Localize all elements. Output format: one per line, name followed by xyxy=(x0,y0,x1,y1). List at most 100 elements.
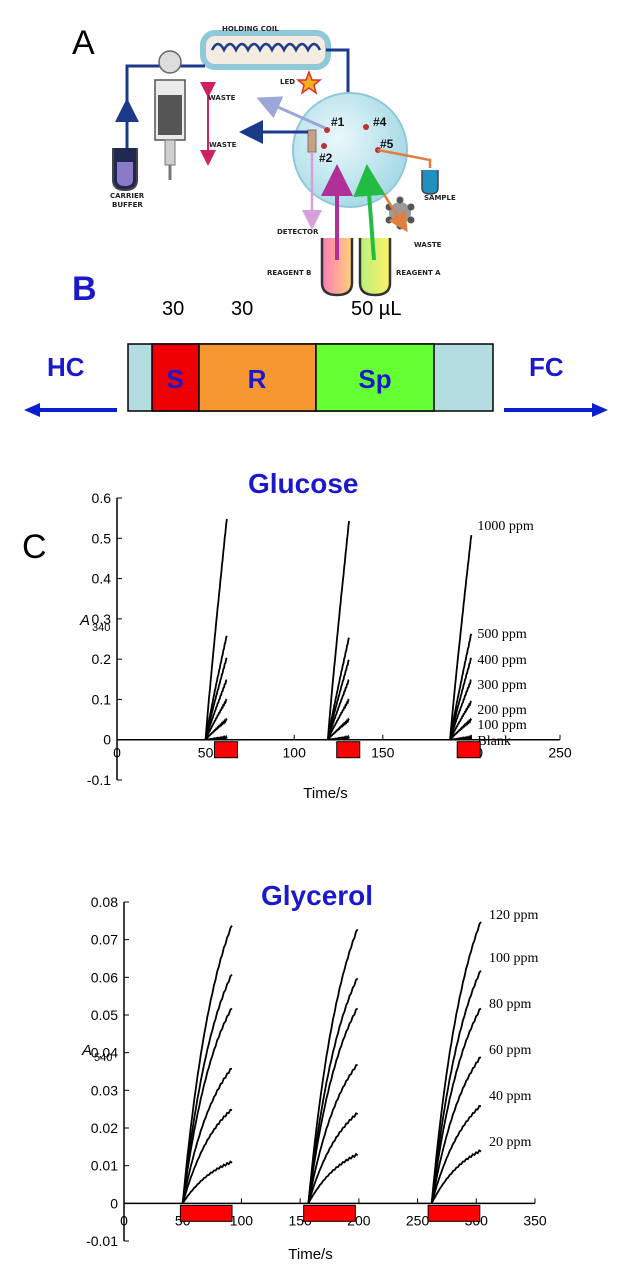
segment-r xyxy=(198,343,317,412)
injection-marker xyxy=(303,1204,356,1222)
injection-marker xyxy=(213,741,238,759)
curve-60-ppm xyxy=(307,1064,358,1204)
y-tick-label: 0 xyxy=(110,1195,118,1211)
x-tick-label: 350 xyxy=(523,1212,547,1228)
curve-500-ppm xyxy=(449,633,473,740)
series-label: 100 ppm xyxy=(489,951,539,966)
y-tick-label: 0.06 xyxy=(91,969,118,985)
x-tick-label: 150 xyxy=(371,745,395,761)
curve-80-ppm xyxy=(307,1007,359,1204)
curve-100-ppm xyxy=(204,717,228,741)
port-1-label: #1 xyxy=(331,115,345,129)
sample-label: SAMPLE xyxy=(424,194,456,202)
y-tick-label: 0.05 xyxy=(91,1007,118,1023)
curve-500-ppm xyxy=(327,637,350,740)
y-axis-label-subscript: 340 xyxy=(92,622,110,634)
holding-coil xyxy=(200,30,331,70)
panel-b-letter: B xyxy=(72,270,97,308)
x-tick-label: 100 xyxy=(283,745,307,761)
reagent-b-label: REAGENT B xyxy=(267,269,312,277)
curve-1000-ppm xyxy=(327,520,350,740)
series-label: 500 ppm xyxy=(477,627,527,642)
series-label: 40 ppm xyxy=(489,1089,532,1104)
y-tick-label: 0.01 xyxy=(91,1158,118,1174)
sample-vessel xyxy=(421,170,439,195)
y-tick-label: 0.6 xyxy=(92,490,112,506)
curve-60-ppm xyxy=(430,1056,482,1204)
curve-1000-ppm xyxy=(449,534,473,740)
curve-300-ppm xyxy=(327,679,350,740)
series-label: 100 ppm xyxy=(477,718,527,733)
injection-marker xyxy=(336,741,361,759)
reagent-a-vessel xyxy=(358,238,392,297)
injection-marker xyxy=(179,1204,233,1222)
curve-100-ppm xyxy=(307,977,359,1204)
y-tick-label: -0.1 xyxy=(87,772,111,788)
curve-20-ppm xyxy=(430,1149,482,1204)
x-tick-label: 250 xyxy=(406,1212,430,1228)
curve-blank xyxy=(327,734,350,741)
y-tick-label: -0.01 xyxy=(86,1233,118,1249)
volume-r: 30 xyxy=(231,298,254,320)
glycerol-chart: -0.0100.010.020.030.040.050.060.070.0805… xyxy=(81,895,547,1263)
curve-40-ppm xyxy=(430,1104,482,1204)
y-axis-label: A xyxy=(81,1042,92,1059)
carrier-label-1: CARRIER xyxy=(110,192,145,200)
curve-100-ppm xyxy=(327,717,350,741)
y-tick-label: 0 xyxy=(103,732,111,748)
y-axis-label-subscript: 540 xyxy=(94,1052,112,1064)
zone-diagram: S R Sp xyxy=(24,343,608,417)
series-label: 120 ppm xyxy=(489,908,539,923)
syringe-pump xyxy=(154,50,216,180)
glucose-chart: -0.100.10.20.30.40.50.6050100150200250Ti… xyxy=(79,490,572,802)
series-label: 200 ppm xyxy=(477,703,527,718)
y-tick-label: 0.3 xyxy=(92,611,112,627)
port-4-label: #4 xyxy=(373,115,387,129)
holding-coil-label: HOLDING COIL xyxy=(222,25,279,33)
series-label: 1000 ppm xyxy=(477,519,534,534)
led-star-icon xyxy=(295,69,323,95)
series-label: 300 ppm xyxy=(477,678,527,693)
y-tick-label: 0.1 xyxy=(92,691,112,707)
curve-20-ppm xyxy=(307,1152,359,1204)
y-tick-label: 0.2 xyxy=(92,651,112,667)
curve-20-ppm xyxy=(181,1160,233,1204)
curve-120-ppm xyxy=(307,928,359,1204)
port-5-label: #5 xyxy=(380,137,394,151)
series-label: 60 ppm xyxy=(489,1043,532,1058)
curve-100-ppm xyxy=(181,973,233,1204)
curve-80-ppm xyxy=(430,1007,482,1204)
y-tick-label: 0.03 xyxy=(91,1082,118,1098)
x-tick-label: 100 xyxy=(230,1212,254,1228)
series-label: 400 ppm xyxy=(477,653,527,668)
curve-500-ppm xyxy=(204,635,228,740)
reagent-a-label: REAGENT A xyxy=(396,269,441,277)
glucose-title: Glucose xyxy=(248,468,359,499)
curve-blank xyxy=(449,734,473,741)
x-axis-label: Time/s xyxy=(288,1246,332,1263)
curve-200-ppm xyxy=(327,698,350,741)
segment-r-label: R xyxy=(248,364,267,394)
curve-60-ppm xyxy=(181,1067,233,1204)
y-tick-label: 0.08 xyxy=(91,895,118,910)
panel-a-letter: A xyxy=(72,24,95,62)
curve-blank xyxy=(205,734,228,741)
volume-s: 30 xyxy=(162,298,185,320)
waste-label-middle: WASTE xyxy=(209,141,237,149)
y-tick-label: 0.07 xyxy=(91,932,118,948)
series-label: 80 ppm xyxy=(489,997,532,1012)
curve-100-ppm xyxy=(430,970,482,1204)
curve-1000-ppm xyxy=(204,518,228,740)
curve-400-ppm xyxy=(449,657,473,740)
glycerol-title: Glycerol xyxy=(261,880,374,911)
curve-300-ppm xyxy=(204,679,228,740)
led-label: LED xyxy=(280,78,295,86)
segment-s-label: S xyxy=(166,364,183,394)
segment-s xyxy=(151,343,200,412)
panel-c-letter: C xyxy=(22,528,47,566)
curve-40-ppm xyxy=(307,1112,358,1204)
x-tick-label: 50 xyxy=(198,745,214,761)
x-axis-label: Time/s xyxy=(303,785,347,802)
waste-label-upper: WASTE xyxy=(208,94,236,102)
flow-diagram: HOLDING COIL CARRIER BUFFER #1 #2 #4 #5 … xyxy=(110,25,456,297)
